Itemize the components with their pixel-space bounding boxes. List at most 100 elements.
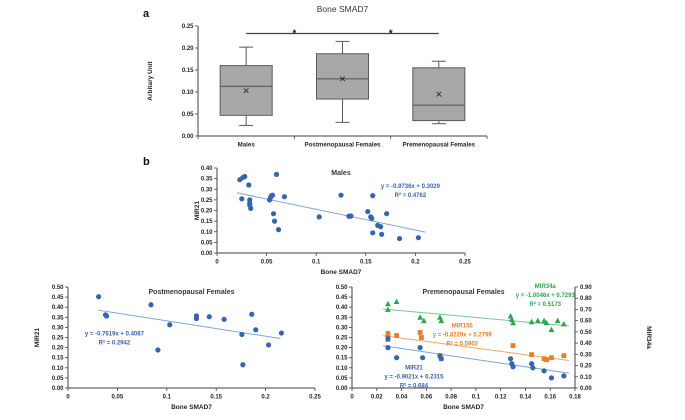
data-point — [103, 313, 110, 319]
series-label: y = -1.0046x + 0.7293 — [516, 293, 576, 299]
x-axis-label: Bone SMAD7 — [171, 404, 212, 411]
trendline — [382, 345, 569, 374]
significance-asterisk: * — [292, 28, 296, 39]
y-tick-label: 0.50 — [336, 285, 348, 291]
data-point — [278, 330, 285, 336]
data-point — [393, 298, 400, 304]
series-label: MIR21 — [405, 365, 423, 371]
data-point — [281, 194, 288, 200]
y-tick-label: 0.50 — [52, 285, 64, 291]
data-point — [239, 196, 245, 202]
data-point — [541, 368, 547, 374]
y2-tick-label: 0.80 — [580, 296, 592, 302]
y-tick-label: 0.35 — [52, 315, 64, 321]
box — [315, 53, 370, 100]
x-tick-label: 0.15 — [210, 395, 222, 401]
data-point — [240, 362, 246, 368]
data-point — [270, 211, 277, 217]
y-tick-label: 0.30 — [201, 187, 213, 193]
data-point — [338, 192, 344, 198]
series-label: MIR34a — [535, 284, 557, 290]
data-point — [378, 224, 384, 230]
y-tick-label: 0.10 — [182, 90, 194, 96]
x-tick-label: 0.1 — [472, 395, 481, 401]
category-label: Premenopausal Females — [403, 142, 476, 149]
series-label: R² = 0.4762 — [395, 192, 427, 199]
y2-tick-label: 0.40 — [580, 341, 592, 347]
data-point — [510, 343, 516, 348]
data-point — [507, 356, 514, 362]
y-tick-label: 0.00 — [52, 386, 64, 392]
series-label: R² = 0.2942 — [99, 339, 131, 346]
series-label: y = -0.9736x + 0.3029 — [381, 184, 441, 190]
data-point — [417, 345, 423, 351]
mean-marker — [339, 76, 346, 82]
data-point — [316, 214, 322, 220]
data-point — [275, 227, 282, 233]
data-point — [265, 342, 272, 348]
data-point — [385, 335, 391, 342]
y-tick-label: 0.25 — [336, 336, 348, 342]
data-point — [271, 218, 278, 224]
y2-tick-label: 0.30 — [580, 352, 592, 358]
y-axis-label: MIR21 — [194, 201, 201, 221]
y-tick-label: 0.20 — [182, 46, 194, 52]
data-point — [561, 353, 567, 359]
scatter-postmenopausal-females: 0.000.050.100.150.200.250.300.350.400.45… — [34, 285, 321, 411]
x-tick-label: 0.2 — [411, 260, 420, 266]
series-label: R² = 0.684 — [400, 382, 429, 389]
y-tick-label: 0.45 — [52, 295, 64, 301]
data-point — [438, 317, 445, 324]
x-tick-label: 0.1 — [163, 395, 172, 401]
panel-label-b: b — [143, 156, 150, 168]
x-axis-label: Bone SMAD7 — [321, 269, 362, 276]
y-tick-label: 0.10 — [201, 230, 213, 236]
y-tick-label: 0.10 — [52, 366, 64, 372]
x-tick-label: 0.15 — [360, 260, 372, 266]
trendline — [382, 335, 569, 362]
data-point — [193, 315, 200, 322]
data-point — [253, 327, 259, 333]
data-point — [385, 331, 391, 336]
x-tick-label: 0.08 — [445, 395, 457, 401]
x-axis-label: Bone SMAD7 — [443, 404, 484, 411]
x-tick-label: 0.25 — [459, 260, 471, 266]
y-tick-label: 0.25 — [52, 336, 64, 342]
data-point — [365, 208, 371, 215]
data-point — [370, 230, 376, 236]
data-point — [348, 213, 354, 219]
trendline — [97, 309, 281, 340]
data-point — [385, 300, 391, 307]
data-point — [394, 355, 400, 361]
y-tick-label: 0.25 — [182, 24, 194, 30]
y2-tick-label: 0.00 — [580, 386, 592, 392]
data-point — [239, 331, 245, 338]
series-label: y = -0.8229x + 0.2799 — [433, 332, 493, 338]
boxplot-bone-smad7: 0.00 0.05 0.10 0.15 0.20 0.25 Males Postmenopau… — [147, 4, 488, 149]
y2-axis-label: MIR34a — [645, 326, 652, 349]
chart-title: Premenopausal Females — [422, 289, 504, 296]
chart-title: Bone SMAD7 — [317, 4, 369, 14]
series-label: y = -0.7619x + 0.4087 — [85, 331, 145, 337]
axis-line — [67, 287, 315, 389]
data-point — [148, 302, 154, 308]
x-tick-label: 0.16 — [544, 395, 556, 401]
data-point — [548, 326, 555, 333]
data-point — [507, 313, 514, 319]
data-point — [543, 319, 550, 326]
data-point — [370, 193, 376, 199]
data-point — [167, 322, 173, 328]
data-point — [417, 330, 423, 335]
data-point — [529, 361, 535, 367]
data-point — [510, 364, 516, 370]
data-point — [396, 235, 403, 242]
data-point — [249, 311, 255, 317]
y-tick-label: 0.40 — [336, 305, 348, 311]
y2-tick-label: 0.50 — [580, 330, 592, 336]
data-point — [420, 355, 426, 361]
data-point — [384, 211, 390, 217]
y-tick-label: 0.20 — [336, 346, 348, 352]
y-axis-label: MIR21 — [34, 328, 41, 348]
data-point — [385, 306, 391, 312]
